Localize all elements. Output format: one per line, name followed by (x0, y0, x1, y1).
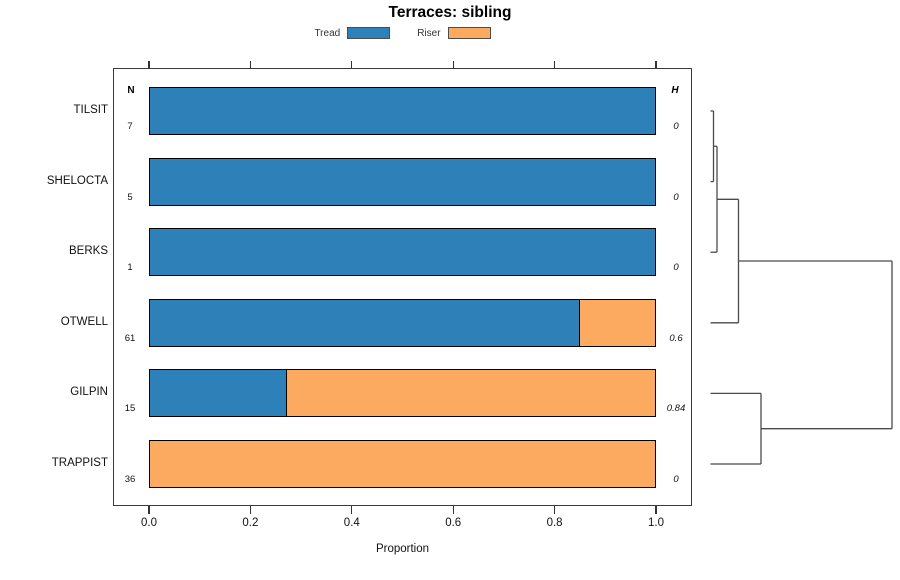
bar-tilsit (149, 87, 656, 135)
x-tick-label: 0.2 (242, 517, 259, 529)
category-label: TILSIT (73, 104, 108, 116)
category-label: OTWELL (60, 315, 108, 328)
h-value: 0.6 (669, 332, 683, 344)
x-tick-label: 0.8 (546, 517, 563, 529)
x-tick-top (148, 60, 150, 68)
n-value: 61 (124, 332, 136, 344)
x-tick-bottom (452, 506, 454, 514)
legend: Tread Riser (113, 25, 692, 41)
category-label: SHELOCTA (46, 174, 108, 187)
x-tick-bottom (554, 506, 556, 514)
x-tick-top (655, 60, 657, 68)
bar-segment-tread (150, 299, 580, 346)
x-tick-bottom (351, 506, 353, 514)
x-tick-bottom (148, 506, 150, 514)
plot-area (113, 68, 692, 506)
chart-title: Terraces: sibling (388, 4, 512, 21)
bar-segment-riser (286, 370, 655, 417)
n-value: 7 (127, 121, 133, 132)
bar-segment-riser (150, 441, 655, 487)
n-column-header: N (127, 85, 135, 96)
legend-swatch-riser (447, 27, 491, 39)
x-tick-top (554, 60, 556, 68)
x-tick-label: 0.4 (343, 517, 360, 529)
legend-label-riser: Riser (417, 27, 441, 39)
x-tick-bottom (249, 506, 251, 514)
x-tick-label: 1.0 (648, 517, 664, 529)
n-value: 15 (124, 403, 136, 415)
bar-otwell (149, 298, 656, 347)
bar-segment-tread (150, 229, 655, 276)
n-value: 5 (127, 191, 133, 203)
x-tick-top (351, 60, 353, 68)
bar-segment-tread (150, 370, 287, 417)
category-label: TRAPPIST (51, 457, 108, 469)
h-value: 0 (673, 121, 679, 132)
category-label: BERKS (69, 245, 108, 258)
legend-swatch-tread (347, 27, 391, 39)
legend-item-tread: Tread (314, 27, 391, 39)
x-tick-top (452, 60, 454, 68)
h-value: 0 (673, 191, 679, 203)
bar-gilpin (149, 369, 656, 418)
h-column-header: H (671, 85, 679, 96)
n-value: 1 (127, 262, 133, 274)
x-tick-top (249, 60, 251, 68)
bar-berks (149, 228, 656, 277)
x-axis-title: Proportion (375, 543, 430, 555)
h-value: 0 (673, 262, 679, 274)
bar-trappist (149, 440, 656, 488)
bar-segment-tread (150, 88, 655, 134)
x-tick-label: 0.6 (445, 517, 462, 529)
bar-segment-riser (579, 299, 655, 346)
h-value: 0 (673, 474, 679, 485)
legend-label-tread: Tread (314, 27, 341, 39)
x-tick-bottom (655, 506, 657, 514)
n-value: 36 (124, 474, 136, 485)
x-tick-label: 0.0 (141, 517, 157, 529)
bar-segment-tread (150, 158, 655, 205)
legend-item-riser: Riser (417, 27, 491, 39)
h-value: 0.84 (666, 403, 686, 415)
category-label: GILPIN (70, 386, 108, 399)
bar-shelocta (149, 157, 656, 206)
